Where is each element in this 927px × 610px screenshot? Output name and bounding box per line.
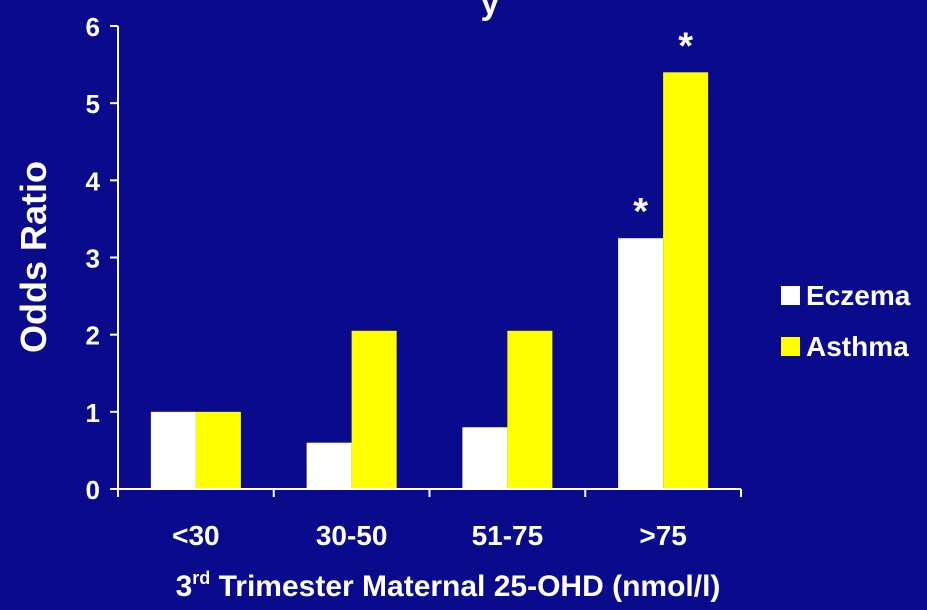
x-axis-label: 3rd Trimester Maternal 25-OHD (nmol/l) [176,568,721,603]
x-tick-label: <30 [172,520,220,551]
x-tick-label: 30-50 [316,520,388,551]
bar-asthma [507,330,553,489]
legend-label-eczema: Eczema [806,280,911,311]
y-tick-label: 0 [86,475,100,505]
significance-asterisk: * [678,25,693,67]
bar-asthma [195,411,241,489]
bar-eczema [618,238,664,489]
chart-title-fragment: y [481,0,500,22]
legend-swatch-asthma [781,337,800,356]
legend-swatch-eczema [781,286,800,305]
y-tick-label: 1 [86,398,100,428]
y-tick-label: 2 [86,321,100,351]
annotations: ** [633,25,693,233]
bar-eczema [150,411,196,489]
significance-asterisk: * [633,191,648,233]
x-axis-label-superscript: rd [192,568,210,588]
x-axis-ticks [117,489,742,497]
legend: Eczema Asthma [781,280,911,362]
bar-eczema [462,427,508,489]
y-tick-label: 3 [86,244,100,274]
legend-label-asthma: Asthma [806,331,909,362]
x-tick-label: 51-75 [472,520,544,551]
x-axis-categories: <30 30-50 51-75 >75 [172,520,687,551]
y-axis-ticks: 0 1 2 3 4 5 6 [86,12,118,505]
bar-asthma [663,72,709,490]
x-axis-label-rest: Trimester Maternal 25-OHD (nmol/l) [210,570,720,603]
y-tick-label: 4 [86,166,101,196]
bars [150,72,709,490]
x-axis-label-prefix: 3 [176,570,193,603]
y-axis-label: Odds Ratio [13,161,54,353]
x-tick-label: >75 [639,520,687,551]
y-tick-label: 6 [86,12,100,42]
bar-asthma [351,330,397,489]
y-tick-label: 5 [86,89,100,119]
bar-eczema [306,442,352,489]
